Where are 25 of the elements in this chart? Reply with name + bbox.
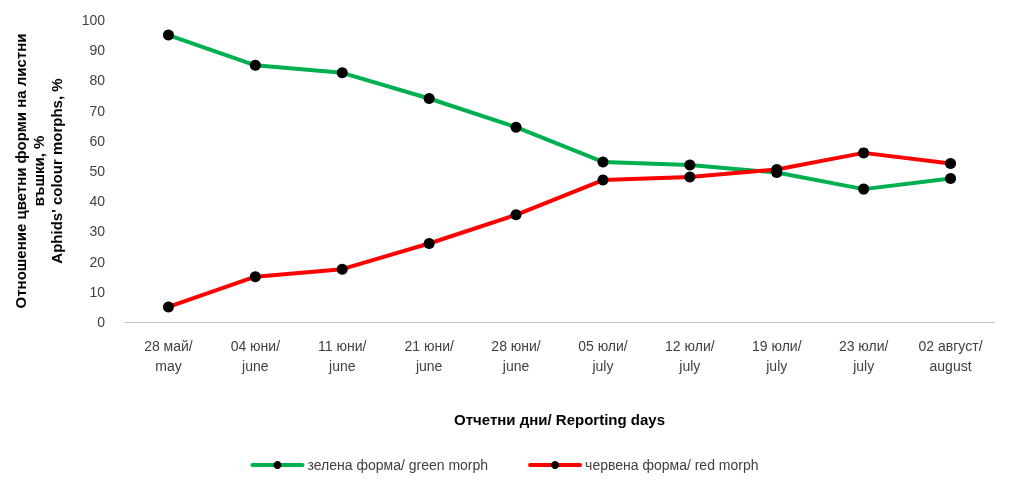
x-tick-label: 21 юни/ june (404, 338, 454, 374)
x-tick-label: 12 юли/ july (665, 338, 715, 374)
y-tick-label: 90 (89, 42, 106, 59)
y-tick-label: 100 (81, 12, 106, 28)
x-axis-title: Отчетни дни/ Reporting days (454, 411, 665, 428)
y-tick-label: 40 (89, 193, 106, 210)
x-tick-label: 19 юли/ july (751, 338, 802, 374)
x-tick-label: 11 юни/ june (318, 338, 367, 374)
x-tick-label: 28 юни/ june (491, 338, 541, 374)
y-tick-label: 20 (89, 253, 106, 270)
y-axis-title: Отношение цветни форми на листни въшки, % Aphids' colour morphs, % (11, 33, 65, 309)
y-tick-label: 80 (89, 72, 106, 89)
legend-label: червена форма/ red morph (585, 457, 759, 473)
x-tick-label: 02 август/ august (918, 338, 983, 374)
y-tick-label: 60 (89, 132, 106, 149)
x-tick-label: 23 юли/ july (838, 338, 889, 374)
legend-label: зелена форма/ green morph (307, 457, 489, 473)
x-tick-label: 04 юни/ june (230, 338, 281, 374)
y-tick-label: 10 (89, 283, 106, 300)
x-tick-label: 05 юли/ july (578, 338, 628, 374)
y-tick-label: 0 (97, 314, 106, 330)
y-tick-label: 30 (89, 223, 106, 240)
y-tick-label: 50 (89, 163, 106, 179)
y-tick-label: 70 (89, 102, 106, 119)
x-tick-label: 28 май/ may (144, 338, 193, 374)
